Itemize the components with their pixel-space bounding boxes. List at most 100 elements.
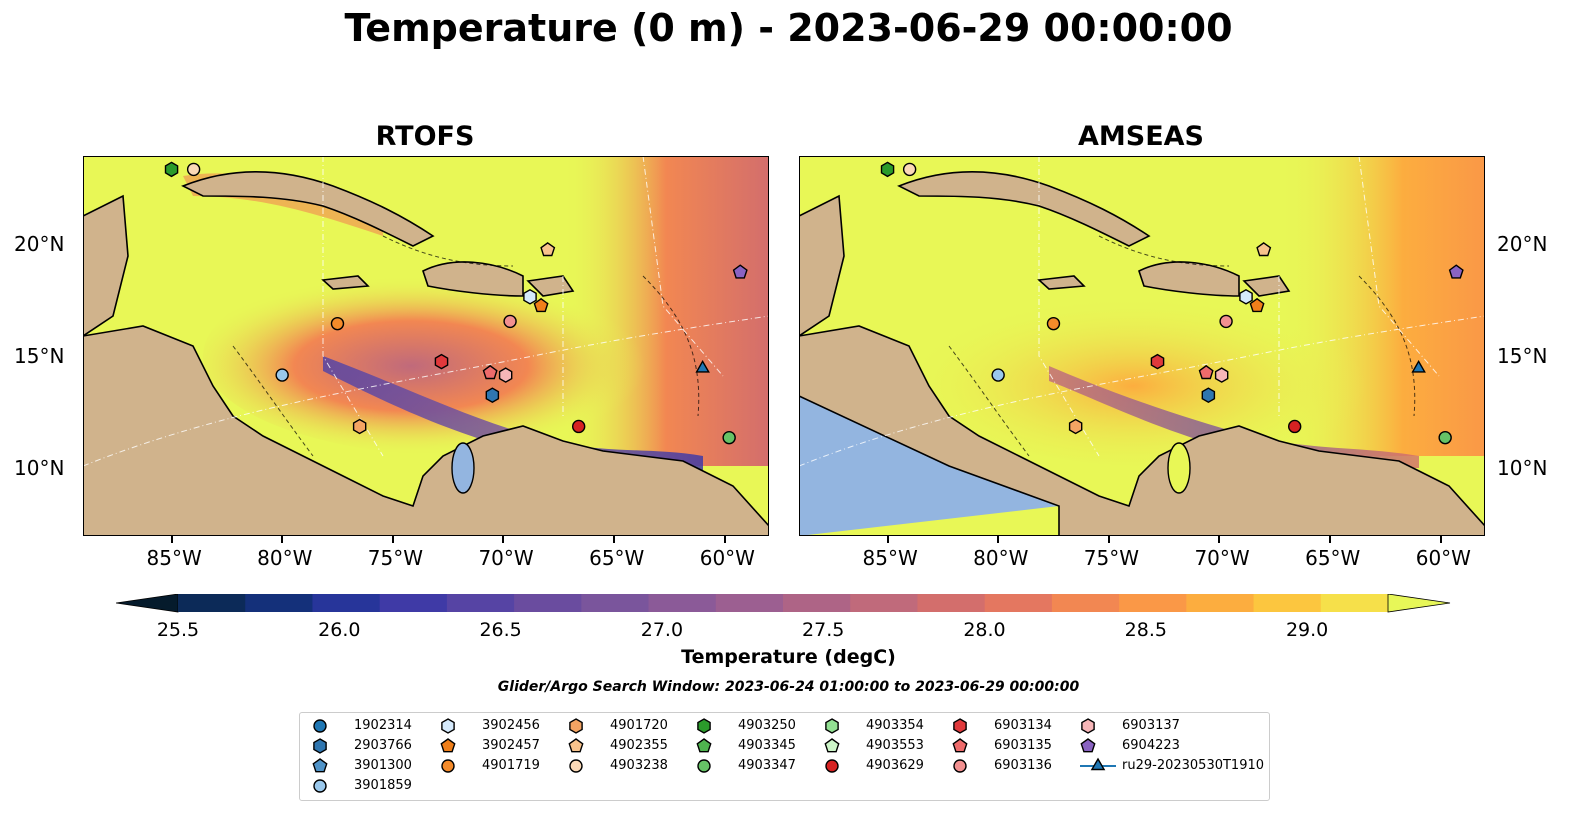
legend-label: 6904223: [1122, 738, 1180, 753]
platform-markers-rtofs: [164, 161, 748, 445]
x-tick-mark: [1439, 536, 1442, 543]
lake-maracaibo: [451, 442, 475, 494]
x-tick-label: 85°W: [146, 546, 202, 570]
colorbar-cell: [917, 594, 986, 612]
isobath-contours: [948, 235, 1416, 457]
platform-marker-6904223: [1448, 264, 1464, 279]
platform-marker-4903238: [902, 162, 917, 177]
legend-label: 4901720: [610, 718, 668, 733]
figure-title: Temperature (0 m) - 2023-06-29 00:00:00: [344, 6, 1233, 50]
legend-marker: [569, 718, 583, 734]
pacific-water: [799, 396, 1059, 536]
legend-label: 4903250: [738, 718, 796, 733]
legend-marker: [313, 719, 327, 733]
platform-marker-4901720: [1068, 418, 1083, 435]
legend-marker: [440, 738, 456, 753]
platform-marker-3902456: [523, 288, 537, 305]
x-tick-label: 75°W: [1083, 546, 1140, 570]
colorbar-tick-label: 29.0: [1285, 619, 1329, 641]
legend-label: 1902314: [354, 718, 412, 733]
colorbar-tick-label: 28.0: [963, 619, 1006, 641]
y-tick-label-right: 10°N: [1497, 455, 1548, 480]
x-tick-label: 65°W: [589, 546, 645, 570]
colorbar-cell: [514, 594, 582, 612]
platform-marker-6903136: [1219, 314, 1233, 329]
colorbar-tick-label: 26.5: [479, 619, 522, 641]
x-tick-label: 65°W: [1305, 546, 1361, 570]
colorbar-tick-label: 27.5: [802, 619, 845, 641]
legend-marker: [1081, 718, 1095, 734]
x-tick-label: 70°W: [1194, 546, 1250, 570]
colorbar-extend-low: [116, 594, 179, 613]
platform-marker-6903137: [1214, 367, 1229, 383]
platform-marker-6903134: [1150, 353, 1165, 370]
colorbar-cell: [984, 594, 1053, 612]
colorbar-label: Temperature (degC): [681, 646, 896, 668]
colorbar: [116, 594, 1451, 613]
platform-marker-4903629: [1287, 419, 1302, 434]
legend-marker: [697, 718, 711, 734]
land-polygons: [83, 170, 769, 536]
colorbar-cell: [312, 594, 381, 612]
colorbar-cell: [245, 594, 313, 612]
search-window-text: Glider/Argo Search Window: 2023-06-24 01…: [497, 679, 1080, 695]
map-panel-amseas: [799, 156, 1485, 536]
legend-label: 2903766: [354, 738, 412, 753]
legend-label: 4903553: [866, 738, 924, 753]
platform-marker-4903629: [571, 419, 586, 434]
legend-marker: [441, 759, 455, 773]
platform-marker-4903347: [722, 430, 736, 445]
legend-marker: [441, 718, 455, 734]
x-tick-label: 60°W: [699, 546, 755, 570]
legend-label: 4901719: [482, 758, 540, 773]
platform-marker-3901859: [275, 368, 289, 382]
x-tick-mark: [886, 536, 889, 543]
platform-marker-3901859: [991, 368, 1005, 382]
platform-marker-4901719: [330, 316, 345, 331]
x-tick-mark: [1329, 536, 1332, 543]
colorbar-cell: [783, 594, 851, 612]
x-tick-label: 85°W: [862, 546, 918, 570]
platform-marker-4902355: [1256, 242, 1272, 257]
platform-marker-6903135: [1198, 364, 1214, 380]
colorbar-cell: [178, 594, 246, 612]
colorbar-extend-high: [1387, 594, 1451, 613]
legend-marker: [569, 759, 583, 773]
colorbar-tick-label: 25.5: [156, 619, 200, 641]
platform-marker-ru29-20230530T1910: [1411, 359, 1426, 373]
x-tick-mark: [281, 536, 284, 543]
legend-marker: [313, 779, 327, 793]
map-panel-rtofs: [83, 156, 769, 536]
platform-marker-6903136: [503, 314, 517, 329]
x-tick-label: 75°W: [367, 546, 424, 570]
legend-marker: [696, 738, 712, 753]
platform-marker-3902457: [533, 297, 549, 313]
colorbar-tick-label: 28.5: [1124, 619, 1167, 641]
platform-marker-6904223: [732, 264, 748, 279]
platform-marker-4901719: [1046, 316, 1061, 331]
land-polygons: [799, 170, 1485, 536]
lake-maracaibo: [1167, 442, 1191, 494]
platform-marker-ru29-20230530T1910: [695, 359, 710, 373]
x-tick-mark: [502, 536, 505, 543]
legend: 1902314 2903766 3901300 3901859 3902456 39024…: [299, 712, 1270, 801]
platform-marker-6903135: [482, 364, 498, 380]
x-tick-mark: [997, 536, 1000, 543]
x-tick-mark: [1218, 536, 1221, 543]
platform-markers-amseas: [880, 161, 1464, 445]
map-frame-amseas: [799, 156, 1485, 536]
legend-label: 4903354: [866, 718, 924, 733]
platform-marker-4903250: [880, 161, 895, 178]
y-tick-label-left: 15°N: [14, 344, 65, 369]
colorbar-cell: [1119, 594, 1187, 612]
legend-marker: [952, 738, 968, 753]
platform-marker-4903250: [164, 161, 179, 178]
platform-marker-2903766: [485, 387, 500, 404]
x-tick-label: 70°W: [478, 546, 534, 570]
colorbar-cell: [446, 594, 515, 612]
legend-label: 3902456: [482, 718, 540, 733]
legend-marker: [313, 738, 327, 754]
legend-label: 6903135: [994, 738, 1052, 753]
x-tick-mark: [1107, 536, 1110, 543]
legend-marker: [825, 759, 839, 773]
